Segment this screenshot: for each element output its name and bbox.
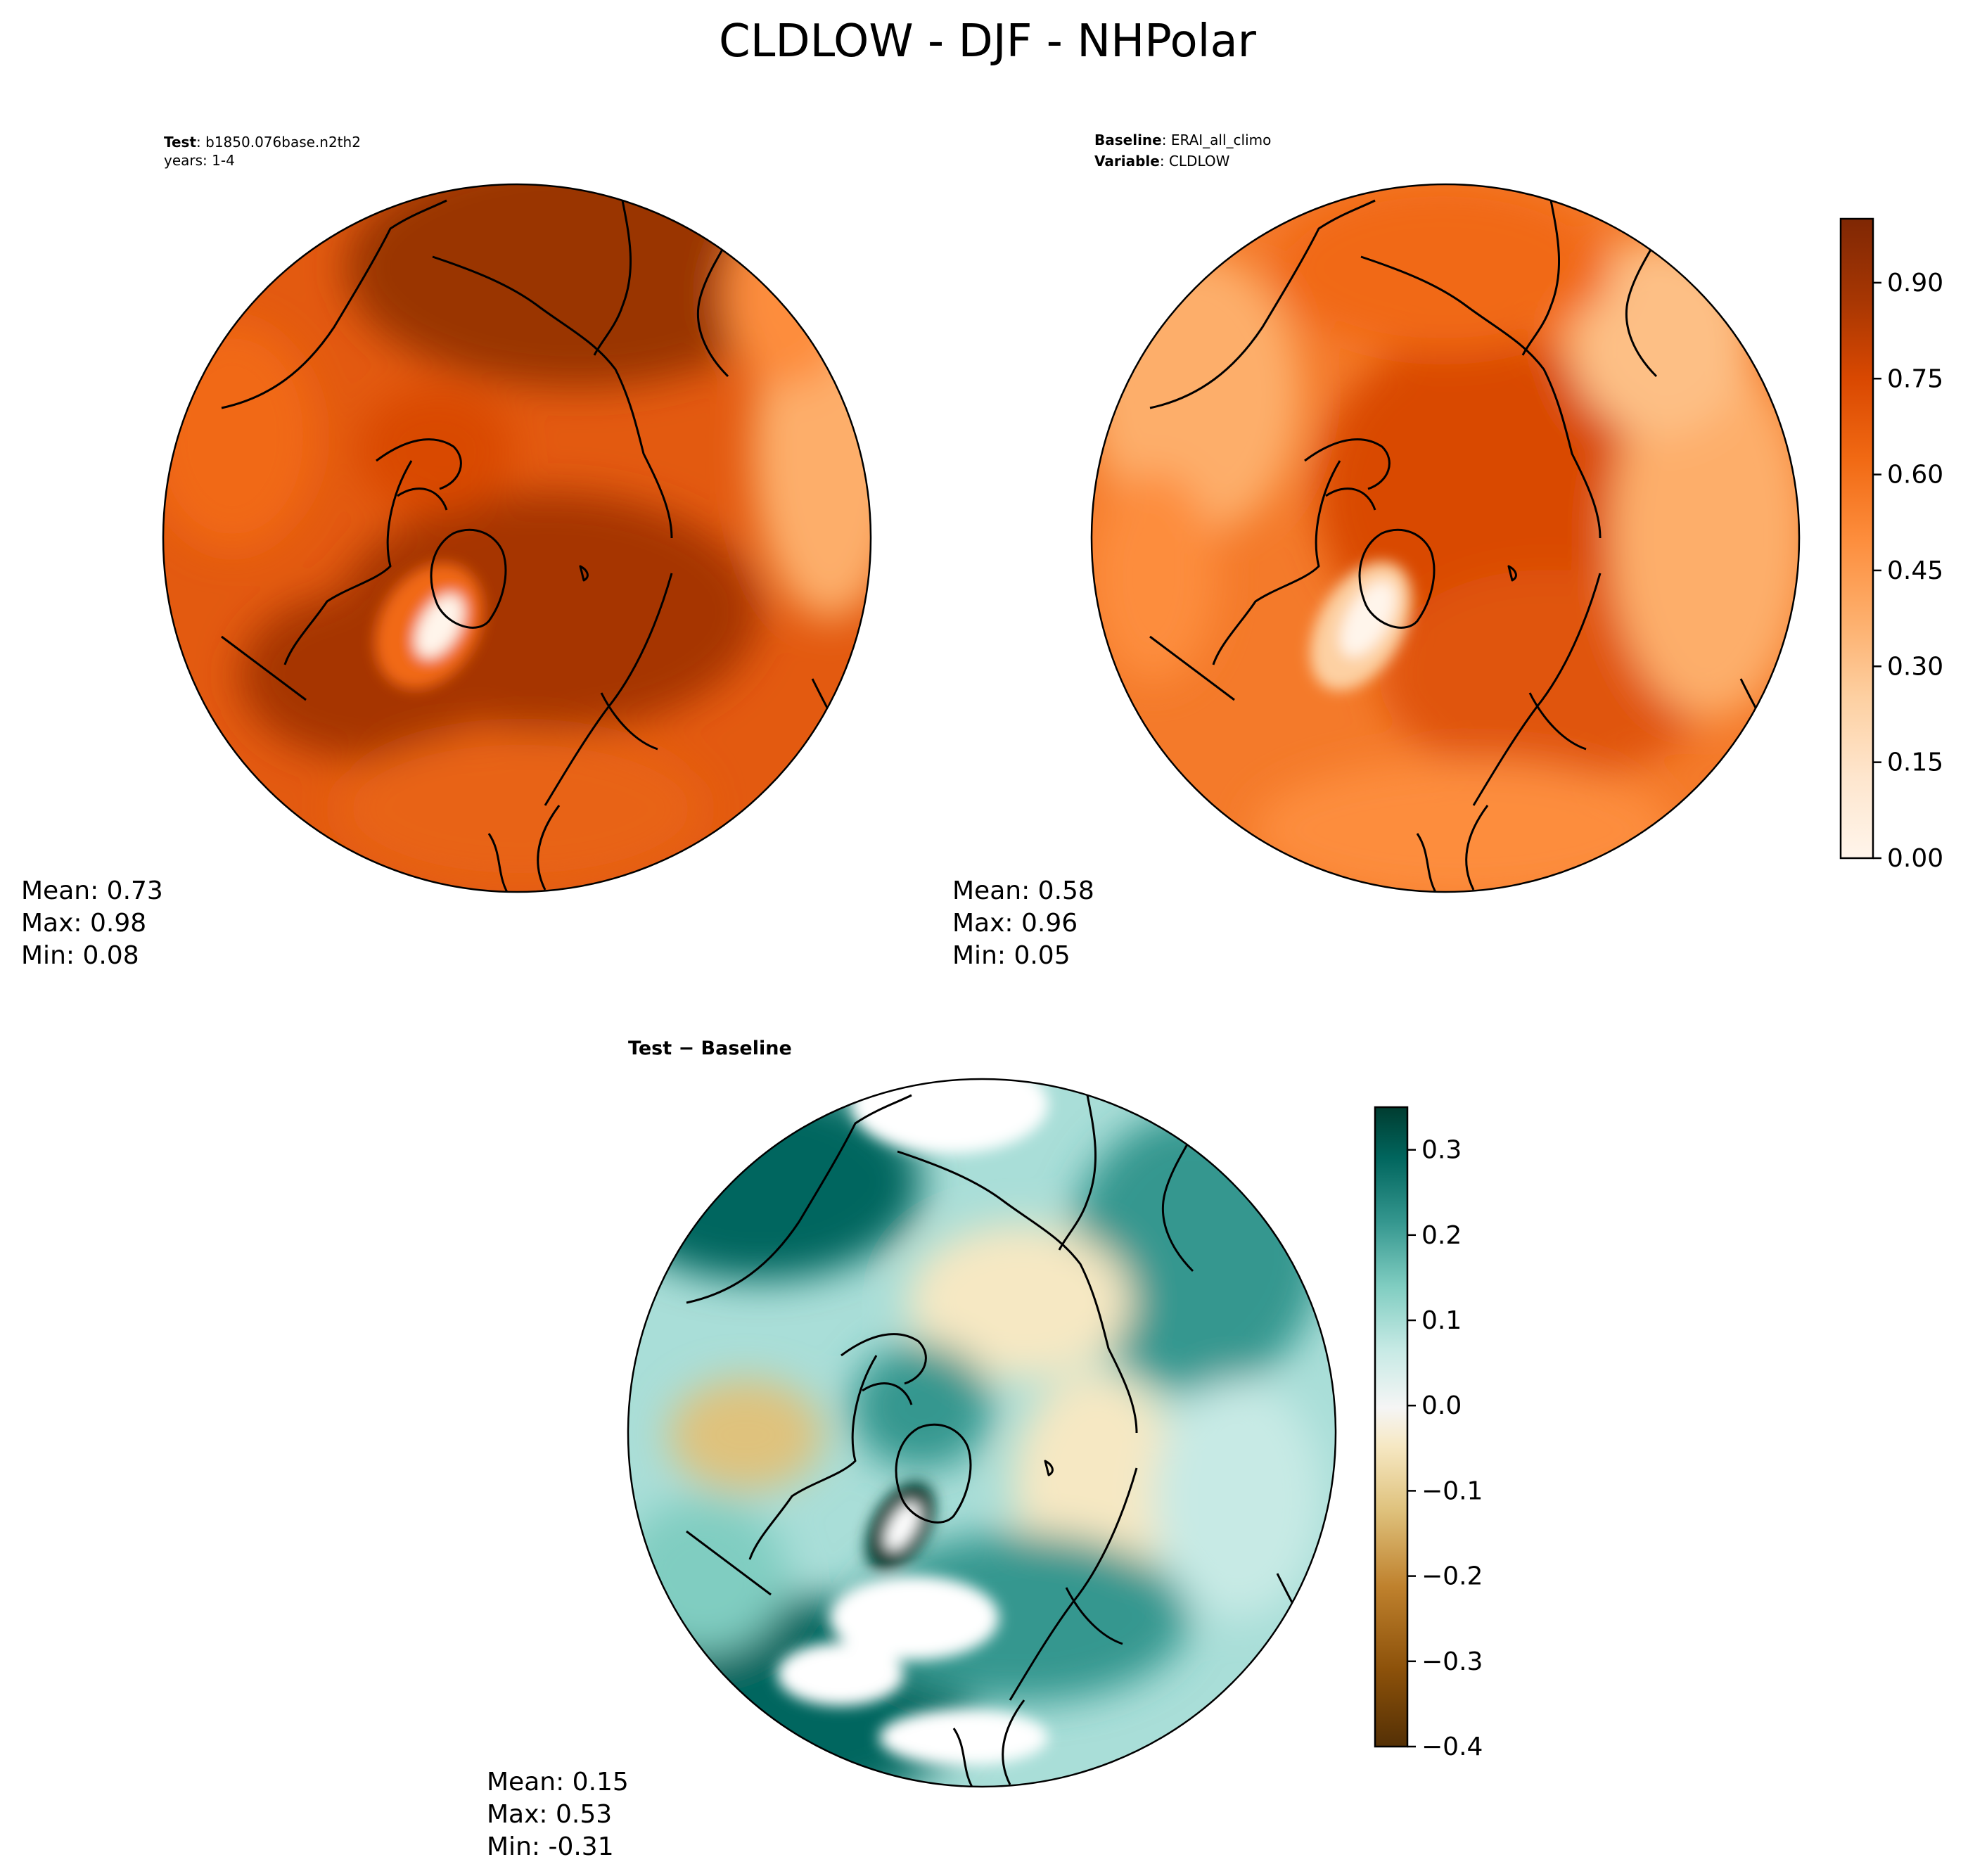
difference-map	[628, 1079, 1336, 1787]
colorbar-difference-tick-label: 0.0	[1421, 1391, 1462, 1420]
colorbar-difference-tick-label: 0.3	[1421, 1136, 1462, 1165]
colorbar-baseline-tick-label: 0.90	[1887, 269, 1943, 298]
colorbar-difference-tick-label: −0.2	[1421, 1562, 1483, 1591]
panel-baseline-header-1: Baseline: ERAI_all_climo	[1094, 132, 1271, 148]
panel-baseline-stat-max: Max: 0.96	[952, 909, 1078, 938]
colorbar-baseline-tick-label: 0.15	[1887, 748, 1943, 777]
panel-baseline-stat-mean: Mean: 0.58	[952, 876, 1094, 905]
colorbar-baseline: 0.00 0.15 0.30 0.45 0.60 0.75 0.90	[1839, 217, 1943, 873]
baseline-map	[1092, 184, 1799, 892]
panel-test-header-1: Test: b1850.076base.n2th2	[164, 134, 361, 151]
colorbar-baseline-tick-label: 0.60	[1887, 461, 1943, 490]
panel-test-stat-max: Max: 0.98	[21, 909, 146, 938]
colorbar-difference-tick-label: −0.3	[1421, 1647, 1483, 1676]
panel-test-stat-min: Min: 0.08	[21, 941, 139, 970]
panel-difference-stat-min: Min: -0.31	[487, 1832, 614, 1861]
colorbar-difference: −0.4 −0.3 −0.2 −0.1 0.0 0.1 0.2 0.3	[1374, 1106, 1483, 1761]
colorbar-baseline-ticks: 0.00 0.15 0.30 0.45 0.60 0.75 0.90	[1873, 269, 1943, 873]
panel-test-stat-mean: Mean: 0.73	[21, 876, 163, 905]
colorbar-baseline-bar	[1839, 217, 1874, 860]
panel-difference: Test − Baseline	[487, 1038, 1483, 1861]
colorbar-baseline-tick-label: 0.00	[1887, 844, 1943, 873]
test-map	[163, 184, 871, 892]
colorbar-difference-tick-label: 0.1	[1421, 1306, 1462, 1335]
panel-difference-header: Test − Baseline	[628, 1038, 792, 1059]
panel-test: Test: b1850.076base.n2th2 years: 1-4 M	[21, 134, 872, 970]
colorbar-difference-bar	[1374, 1106, 1409, 1748]
colorbar-difference-tick-label: −0.4	[1421, 1733, 1483, 1761]
panel-baseline: Baseline: ERAI_all_climo Variable: CLDLO…	[952, 132, 1943, 970]
panel-baseline-stat-min: Min: 0.05	[952, 941, 1070, 970]
panel-difference-stat-mean: Mean: 0.15	[487, 1768, 629, 1797]
figure-title: CLDLOW - DJF - NHPolar	[719, 15, 1257, 68]
colorbar-baseline-tick-label: 0.45	[1887, 556, 1943, 585]
colorbar-difference-tick-label: 0.2	[1421, 1221, 1462, 1250]
colorbar-baseline-tick-label: 0.75	[1887, 364, 1943, 393]
panel-difference-stat-max: Max: 0.53	[487, 1800, 612, 1829]
colorbar-baseline-tick-label: 0.30	[1887, 652, 1943, 681]
panel-test-header-2: years: 1-4	[164, 152, 235, 169]
panel-baseline-header-2: Variable: CLDLOW	[1094, 153, 1230, 170]
colorbar-difference-tick-label: −0.1	[1421, 1476, 1483, 1505]
colorbar-difference-ticks: −0.4 −0.3 −0.2 −0.1 0.0 0.1 0.2 0.3	[1407, 1136, 1483, 1761]
